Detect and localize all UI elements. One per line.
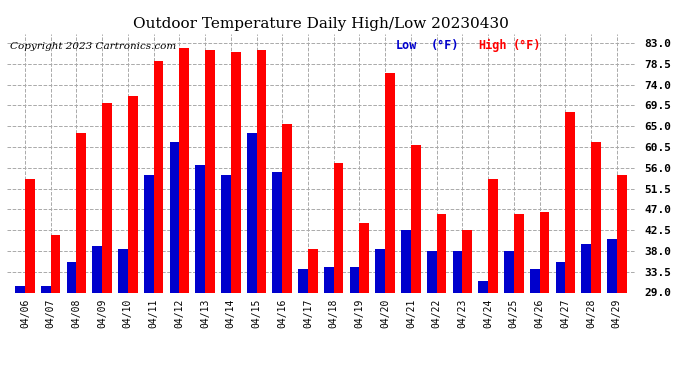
Bar <box>478 281 488 375</box>
Bar <box>41 286 50 375</box>
Text: (°F): (°F) <box>513 39 541 52</box>
Bar <box>581 244 591 375</box>
Bar <box>488 179 498 375</box>
Bar <box>462 230 472 375</box>
Bar <box>257 50 266 375</box>
Bar <box>350 267 359 375</box>
Bar <box>411 145 421 375</box>
Bar <box>102 103 112 375</box>
Bar <box>617 175 627 375</box>
Bar <box>230 52 241 375</box>
Bar <box>247 133 257 375</box>
Bar <box>25 179 34 375</box>
Bar <box>92 246 102 375</box>
Bar <box>504 251 514 375</box>
Bar <box>530 269 540 375</box>
Bar <box>179 48 189 375</box>
Title: Outdoor Temperature Daily High/Low 20230430: Outdoor Temperature Daily High/Low 20230… <box>133 17 509 31</box>
Bar <box>334 163 344 375</box>
Bar <box>555 262 565 375</box>
Bar <box>154 62 164 375</box>
Bar <box>375 249 385 375</box>
Bar <box>273 172 282 375</box>
Text: High: High <box>478 39 506 52</box>
Bar <box>540 211 549 375</box>
Bar <box>401 230 411 375</box>
Bar <box>437 214 446 375</box>
Bar <box>77 133 86 375</box>
Bar <box>308 249 318 375</box>
Bar <box>195 165 205 375</box>
Bar <box>427 251 437 375</box>
Bar <box>385 73 395 375</box>
Bar <box>205 50 215 375</box>
Bar <box>359 223 369 375</box>
Text: Low: Low <box>396 39 417 52</box>
Bar <box>591 142 601 375</box>
Bar <box>514 214 524 375</box>
Bar <box>607 239 617 375</box>
Bar <box>298 269 308 375</box>
Bar <box>170 142 179 375</box>
Text: Copyright 2023 Cartronics.com: Copyright 2023 Cartronics.com <box>10 42 176 51</box>
Bar <box>144 175 154 375</box>
Bar <box>128 96 137 375</box>
Bar <box>453 251 462 375</box>
Bar <box>118 249 128 375</box>
Bar <box>565 112 575 375</box>
Bar <box>282 124 292 375</box>
Bar <box>50 235 61 375</box>
Bar <box>67 262 77 375</box>
Bar <box>324 267 334 375</box>
Bar <box>221 175 230 375</box>
Text: (°F): (°F) <box>431 39 460 52</box>
Bar <box>15 286 25 375</box>
